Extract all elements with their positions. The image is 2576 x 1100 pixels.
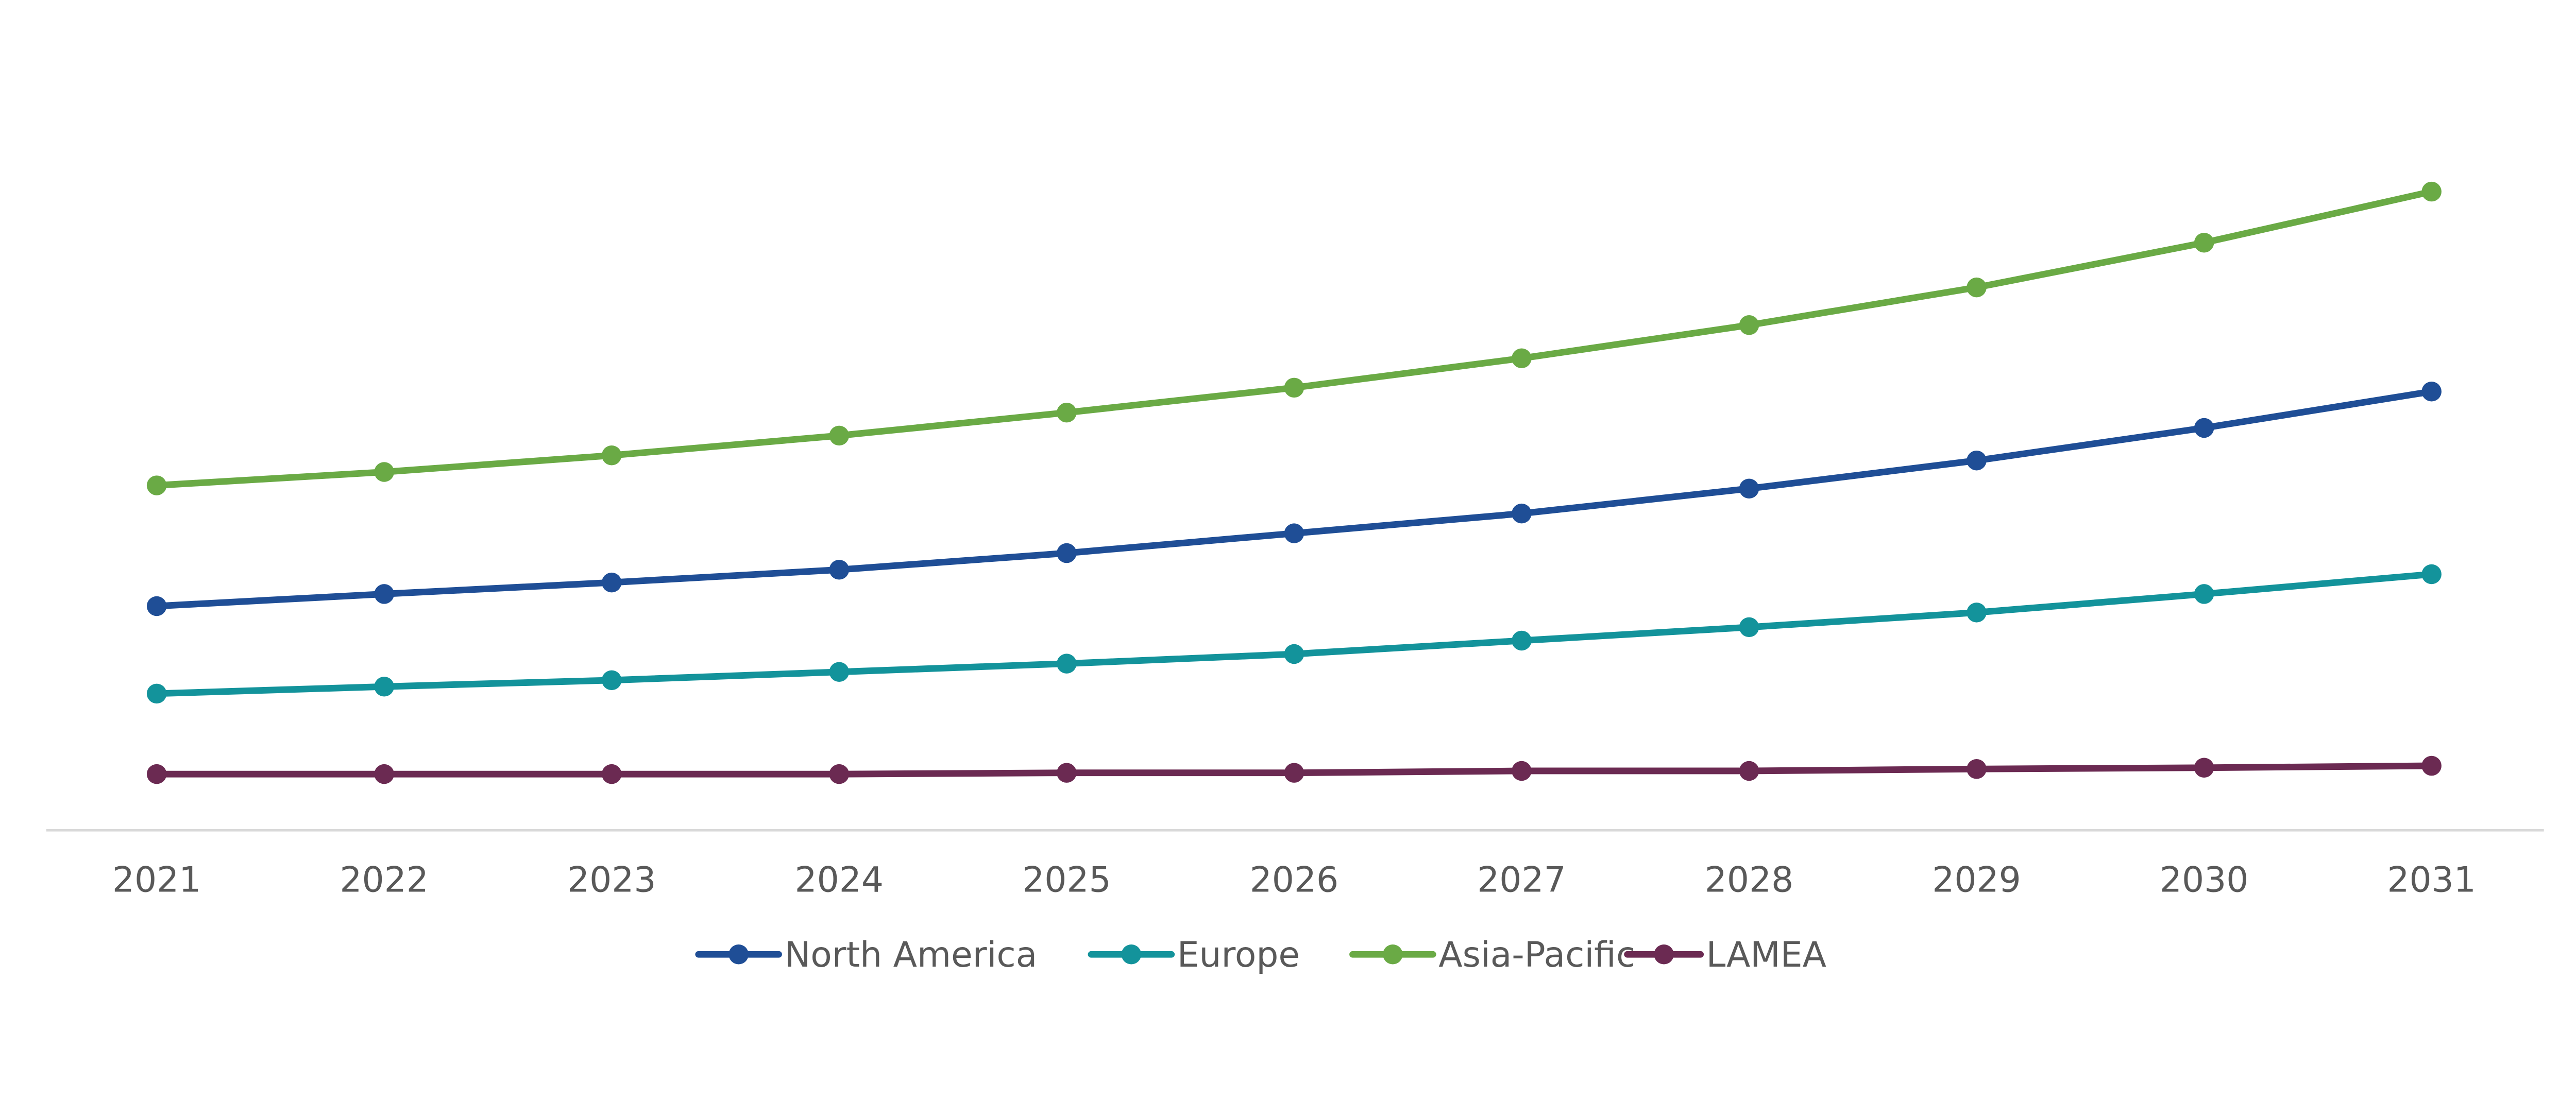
legend-item: Europe <box>1088 934 1300 975</box>
data-point <box>1967 603 1987 623</box>
x-tick-label: 2025 <box>1022 859 1111 900</box>
x-axis-ticks: 2021 2022 2023 2024 2025 2026 2027 2028 2029 2030… <box>112 859 2476 900</box>
data-point <box>602 670 622 691</box>
data-point <box>2194 584 2214 604</box>
x-tick-label: 2029 <box>1932 859 2021 900</box>
x-tick-label: 2023 <box>567 859 656 900</box>
data-point <box>146 764 167 784</box>
data-point <box>1739 315 1759 335</box>
data-point <box>1967 759 1987 779</box>
data-point <box>1057 763 1077 783</box>
data-point <box>829 425 850 446</box>
legend-label: Europe <box>1177 934 1300 975</box>
data-point <box>1739 761 1759 781</box>
legend-item: North America <box>695 934 1038 975</box>
line-chart: 2021 2022 2023 2024 2025 2026 2027 2028 2029 2030… <box>46 181 2544 975</box>
series-asia-pacific <box>146 181 2442 495</box>
legend-item: Asia-Pacific <box>1349 934 1635 975</box>
data-point <box>1057 402 1077 423</box>
data-point <box>1967 277 1987 298</box>
data-point <box>829 662 850 682</box>
data-point <box>1739 617 1759 638</box>
legend-dot-icon <box>1383 944 1403 965</box>
data-point <box>2194 418 2214 438</box>
data-point <box>374 462 394 482</box>
series-group <box>146 181 2442 784</box>
data-point <box>1057 654 1077 674</box>
series-lamea <box>146 755 2442 784</box>
legend: North America Europe Asia-Pacific LAMEA <box>695 934 1826 975</box>
data-point <box>2421 382 2442 402</box>
x-tick-label: 2030 <box>2160 859 2249 900</box>
series-line <box>153 388 2435 610</box>
x-tick-label: 2021 <box>112 859 201 900</box>
legend-label: LAMEA <box>1706 934 1826 975</box>
data-point <box>146 683 167 704</box>
legend-dot-icon <box>728 944 749 965</box>
x-tick-label: 2024 <box>795 859 884 900</box>
x-tick-label: 2026 <box>1250 859 1339 900</box>
data-point <box>1512 503 1532 524</box>
data-point <box>374 584 394 604</box>
data-point <box>1739 478 1759 499</box>
data-point <box>146 475 167 495</box>
data-point <box>1284 644 1304 664</box>
x-tick-label: 2022 <box>340 859 429 900</box>
data-point <box>1284 523 1304 543</box>
data-point <box>374 677 394 697</box>
data-point <box>1512 630 1532 651</box>
data-point <box>146 596 167 616</box>
x-tick-label: 2031 <box>2387 859 2476 900</box>
data-point <box>602 764 622 784</box>
data-point <box>1284 377 1304 398</box>
data-point <box>1057 543 1077 563</box>
x-tick-label: 2028 <box>1705 859 1794 900</box>
series-north-america <box>146 382 2442 616</box>
series-europe <box>146 564 2442 704</box>
data-point <box>374 764 394 784</box>
legend-label: North America <box>785 934 1038 975</box>
legend-dot-icon <box>1654 944 1674 965</box>
data-point <box>829 764 850 784</box>
data-point <box>2421 181 2442 202</box>
legend-item: LAMEA <box>1624 934 1826 975</box>
data-point <box>2421 755 2442 776</box>
legend-label: Asia-Pacific <box>1438 934 1635 975</box>
data-point <box>2194 758 2214 778</box>
legend-dot-icon <box>1121 944 1142 965</box>
data-point <box>1967 450 1987 471</box>
data-point <box>602 445 622 466</box>
data-point <box>829 560 850 580</box>
data-point <box>1512 348 1532 369</box>
data-point <box>1512 761 1532 781</box>
data-point <box>2194 233 2214 253</box>
x-tick-label: 2027 <box>1477 859 1566 900</box>
data-point <box>1284 763 1304 783</box>
data-point <box>602 572 622 593</box>
data-point <box>2421 564 2442 585</box>
series-line <box>153 571 2435 697</box>
